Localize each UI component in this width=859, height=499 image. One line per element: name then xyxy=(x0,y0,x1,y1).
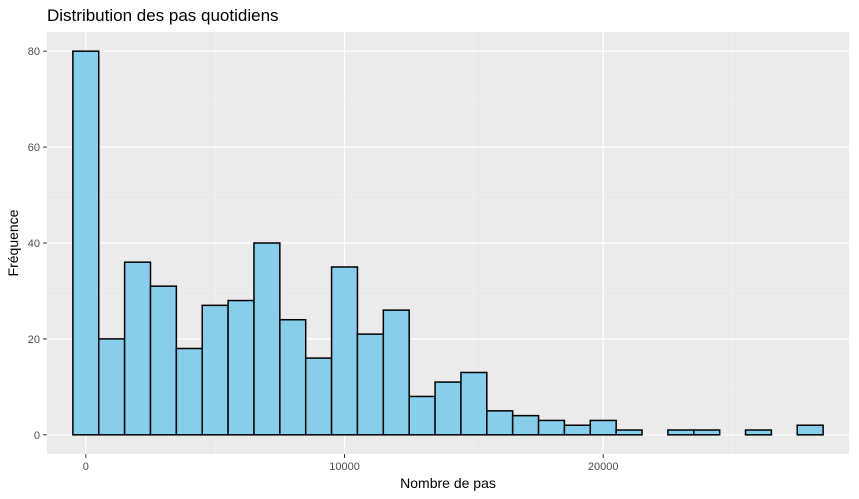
histogram-bar xyxy=(796,424,824,436)
y-tick-label: 60 xyxy=(28,142,40,154)
y-tick-label: 40 xyxy=(28,238,40,250)
histogram-bar xyxy=(563,424,592,436)
histogram-bar xyxy=(408,395,436,436)
histogram-bar xyxy=(615,429,643,436)
histogram-bar xyxy=(434,381,462,436)
x-tick-label: 20000 xyxy=(588,461,619,473)
histogram-bar xyxy=(123,261,152,436)
y-tick-label: 20 xyxy=(28,334,40,346)
chart-title: Distribution des pas quotidiens xyxy=(47,6,279,25)
histogram-bar xyxy=(486,410,514,436)
histogram-bars xyxy=(72,50,824,436)
x-axis-title: Nombre de pas xyxy=(400,475,496,491)
y-axis: 0 20 40 60 80 xyxy=(28,46,47,442)
histogram-bar xyxy=(511,414,540,436)
histogram-bar xyxy=(537,419,566,436)
histogram-bar xyxy=(149,285,178,436)
histogram-bar xyxy=(382,309,410,436)
histogram-bar xyxy=(667,429,695,436)
y-axis-title: Fréquence xyxy=(5,209,21,276)
histogram-bar xyxy=(304,357,333,436)
y-tick-label: 80 xyxy=(28,46,40,58)
histogram-bar xyxy=(330,266,359,436)
histogram-bar xyxy=(460,371,488,436)
x-tick-label: 0 xyxy=(83,461,89,473)
histogram-bar xyxy=(279,318,307,436)
x-tick-label: 10000 xyxy=(329,461,360,473)
y-tick-label: 0 xyxy=(34,430,40,442)
histogram-bar xyxy=(253,242,281,436)
histogram-bar xyxy=(589,419,617,436)
histogram-bar xyxy=(227,299,255,436)
histogram-bar xyxy=(693,429,721,436)
histogram-bar xyxy=(175,347,203,436)
histogram-bar xyxy=(97,338,126,436)
histogram-bar xyxy=(72,50,100,436)
histogram-bar xyxy=(356,333,385,436)
x-axis: 0 10000 20000 xyxy=(83,454,619,473)
histogram-bar xyxy=(744,429,773,436)
histogram-bar xyxy=(201,304,229,436)
